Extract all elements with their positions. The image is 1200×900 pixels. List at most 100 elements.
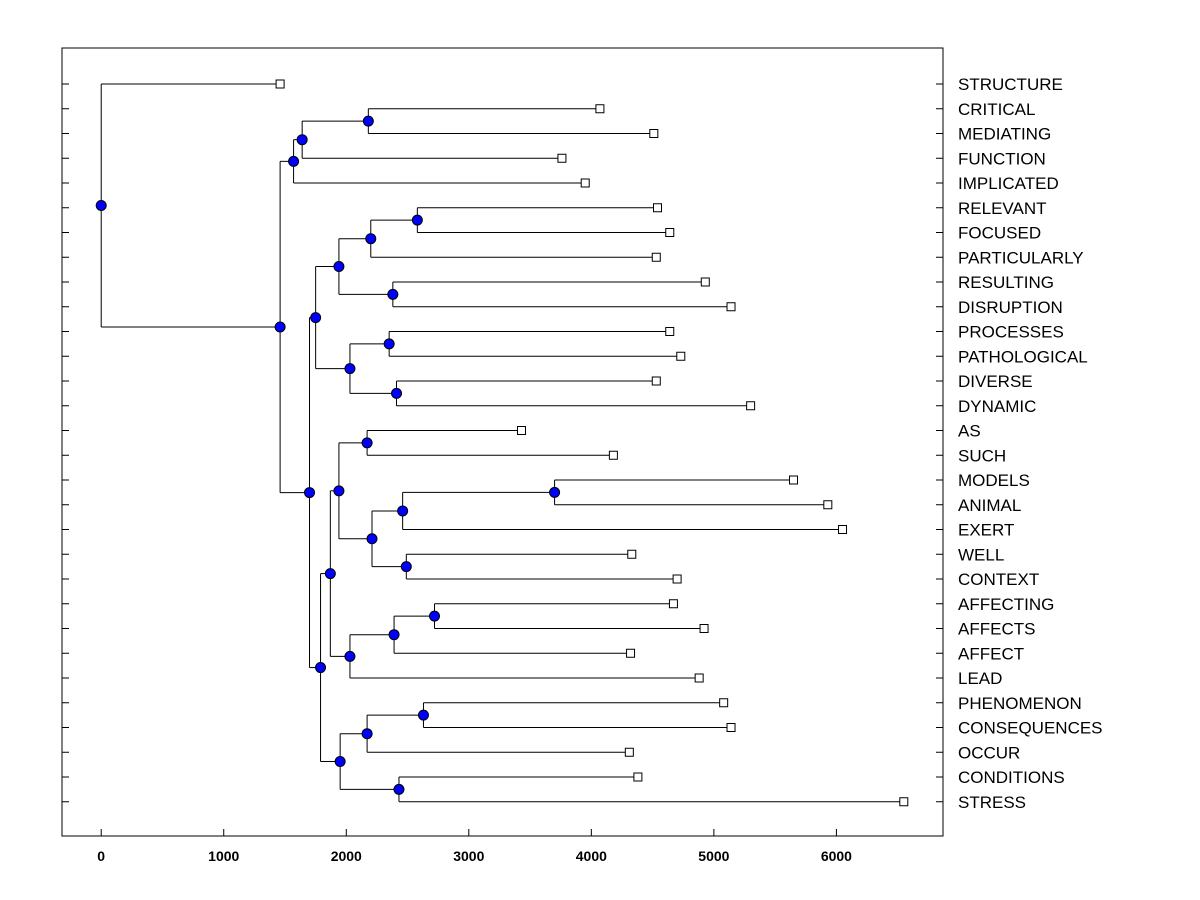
leaf-label: CONDITIONS — [958, 768, 1065, 787]
merge-node — [391, 387, 403, 399]
x-tick-label: 4000 — [576, 848, 607, 864]
leaf-marker — [557, 153, 567, 163]
merge-node — [296, 134, 308, 146]
leaf-marker — [694, 673, 704, 683]
merge-node — [549, 486, 561, 498]
merge-node — [428, 610, 440, 622]
leaf-marker — [665, 327, 675, 336]
merge-node — [361, 728, 373, 740]
merge-node — [388, 629, 400, 641]
x-tick-label: 3000 — [453, 848, 484, 864]
leaf-marker — [653, 203, 663, 213]
leaf-label: AFFECTS — [958, 620, 1035, 639]
merge-node — [400, 561, 412, 573]
leaf-label: FUNCTION — [958, 149, 1046, 168]
leaf-marker — [626, 648, 636, 658]
merge-node — [333, 485, 345, 497]
leaf-marker — [899, 797, 909, 807]
leaf-marker — [789, 475, 799, 485]
leaf-label: PHENOMENON — [958, 694, 1082, 713]
leaf-marker — [823, 500, 833, 510]
leaf-marker — [726, 302, 736, 312]
leaf-marker — [672, 574, 682, 584]
leaf-label: AFFECTING — [958, 595, 1054, 614]
leaf-labels: STRUCTURE CRITICAL MEDIATING FUNCTION IMPLIC… — [958, 75, 1103, 812]
leaf-marker — [746, 401, 756, 411]
merge-node — [366, 533, 378, 545]
leaf-label: AFFECT — [958, 644, 1024, 663]
merge-node — [397, 505, 409, 517]
leaf-marker — [651, 252, 661, 262]
leaf-label: PARTICULARLY — [958, 248, 1084, 267]
leaf-marker — [624, 747, 634, 757]
merge-node — [324, 568, 336, 580]
leaf-marker — [719, 698, 729, 708]
merge-node — [310, 312, 322, 324]
leaf-marker — [633, 772, 643, 782]
leaf-marker — [726, 723, 736, 732]
merge-node — [274, 321, 286, 333]
merge-node — [344, 650, 356, 662]
leaf-markers — [275, 79, 909, 807]
x-axis: 0 1000 2000 3000 4000 5000 6000 — [97, 829, 852, 864]
leaf-marker — [651, 376, 661, 386]
leaf-label: DYNAMIC — [958, 397, 1036, 416]
x-tick-label: 0 — [97, 848, 105, 864]
leaf-marker — [275, 79, 285, 89]
merge-node — [365, 233, 377, 245]
leaf-label: CONTEXT — [958, 570, 1039, 589]
merge-node — [304, 487, 316, 499]
leaf-label: WELL — [958, 545, 1004, 564]
row-ticks — [62, 83, 943, 803]
leaf-marker — [595, 104, 605, 114]
merge-node — [411, 214, 423, 226]
leaf-label: MODELS — [958, 471, 1030, 490]
merge-node — [95, 199, 107, 211]
leaf-marker — [516, 426, 526, 435]
leaf-marker — [700, 277, 710, 287]
leaf-label: LEAD — [958, 669, 1002, 688]
leaf-marker — [649, 129, 659, 138]
leaf-label: RELEVANT — [958, 199, 1047, 218]
leaf-label: EXERT — [958, 521, 1014, 540]
leaf-marker — [580, 178, 590, 188]
leaf-label: AS — [958, 422, 981, 441]
merge-node — [288, 155, 300, 167]
merge-node — [333, 261, 345, 273]
leaf-label: STRUCTURE — [958, 75, 1063, 94]
leaf-label: ANIMAL — [958, 496, 1021, 515]
leaf-label: OCCUR — [958, 743, 1020, 762]
leaf-label: MEDIATING — [958, 125, 1051, 144]
merge-node — [344, 363, 356, 375]
merge-node — [361, 437, 373, 449]
leaf-label: STRESS — [958, 793, 1026, 812]
leaf-marker — [627, 549, 637, 559]
leaf-label: RESULTING — [958, 273, 1054, 292]
leaf-marker — [608, 450, 618, 460]
leaf-marker — [676, 351, 686, 361]
leaf-marker — [665, 228, 675, 237]
x-tick-label: 5000 — [698, 848, 729, 864]
x-tick-label: 6000 — [821, 848, 852, 864]
leaf-label: FOCUSED — [958, 224, 1041, 243]
leaf-marker — [699, 624, 709, 633]
merge-nodes — [95, 115, 561, 795]
leaf-label: DISRUPTION — [958, 298, 1063, 317]
leaf-marker — [838, 525, 848, 534]
merge-node — [387, 288, 399, 300]
plot-frame — [61, 47, 944, 837]
x-tick-label: 1000 — [208, 848, 239, 864]
leaf-marker — [668, 599, 678, 609]
merge-node — [417, 709, 429, 721]
leaf-label: PROCESSES — [958, 323, 1064, 342]
merge-node — [383, 338, 395, 350]
leaf-label: IMPLICATED — [958, 174, 1059, 193]
leaf-label: CRITICAL — [958, 100, 1035, 119]
leaf-label: DIVERSE — [958, 372, 1033, 391]
merge-node — [393, 783, 405, 795]
x-tick-label: 2000 — [331, 848, 362, 864]
merge-node — [315, 662, 327, 674]
leaf-label: CONSEQUENCES — [958, 719, 1103, 738]
merge-node — [362, 115, 374, 127]
